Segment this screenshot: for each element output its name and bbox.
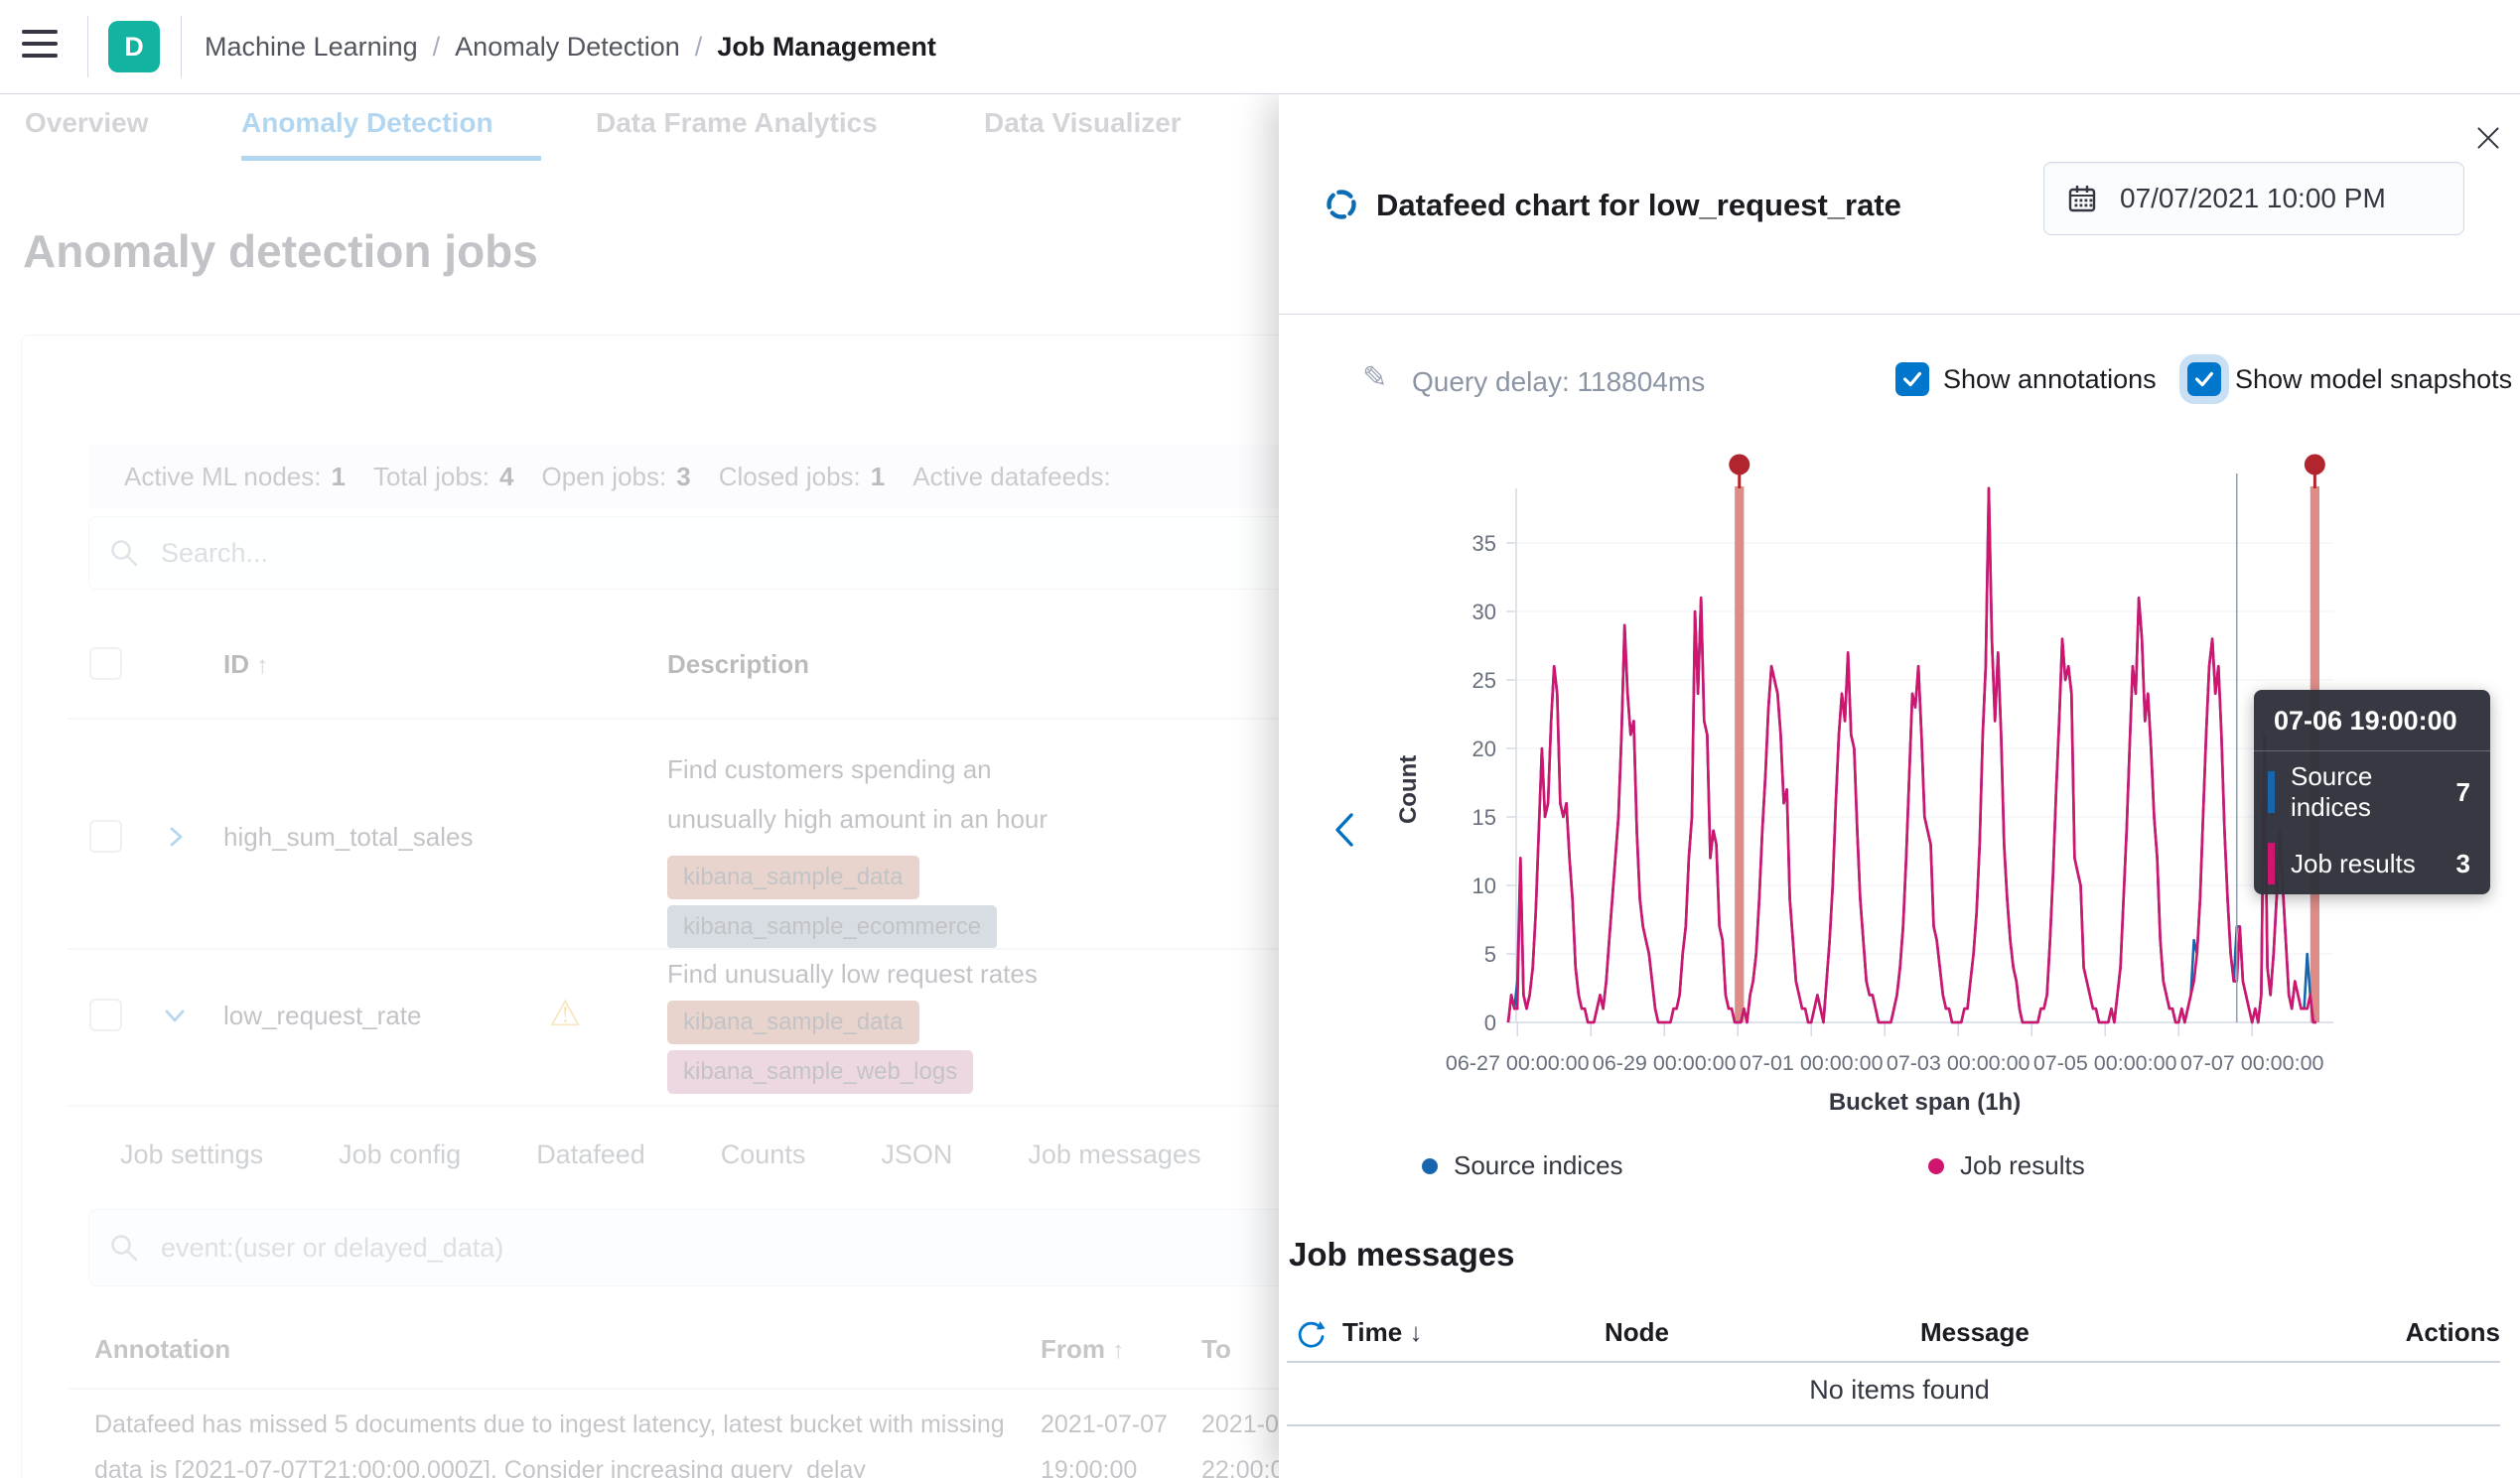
checkbox-show-annotations[interactable]: Show annotations (1895, 362, 2157, 396)
svg-text:35: 35 (1472, 531, 1496, 556)
svg-text:Bucket span (1h): Bucket span (1h) (1829, 1089, 2021, 1116)
svg-text:0: 0 (1484, 1010, 1496, 1035)
breadcrumb-item[interactable]: Job Management (717, 31, 936, 62)
svg-text:10: 10 (1472, 873, 1496, 898)
breadcrumb: Machine Learning / Anomaly Detection / Job M… (205, 0, 936, 93)
checkbox-label: Show model snapshots (2235, 363, 2513, 394)
app-header: D Machine Learning / Anomaly Detection / Job… (0, 0, 2520, 94)
svg-text:20: 20 (1472, 737, 1496, 761)
tooltip-row: Job results 3 (2254, 833, 2490, 894)
header-separator (181, 16, 182, 77)
checkbox-box[interactable] (2187, 362, 2221, 396)
svg-text:07-03 00:00:00: 07-03 00:00:00 (1887, 1051, 2030, 1075)
close-icon[interactable] (2470, 120, 2506, 156)
datepicker-field[interactable]: 07/07/2021 10:00 PM (2043, 162, 2464, 235)
legend-dot (1422, 1157, 1438, 1174)
chart-tooltip: 07-06 19:00:00 Source indices 7 Job result… (2254, 690, 2490, 894)
svg-text:06-27 00:00:00: 06-27 00:00:00 (1446, 1051, 1590, 1075)
calendar-icon (2068, 186, 2096, 212)
datafeed-chart[interactable]: 0 5 10 15 20 25 30 35 06-27 00:00:00 06-29 00:00:… (1390, 437, 2393, 1132)
tooltip-title: 07-06 19:00:00 (2254, 690, 2490, 751)
svg-text:06-29 00:00:00: 06-29 00:00:00 (1593, 1051, 1737, 1075)
svg-text:25: 25 (1472, 668, 1496, 693)
datafeed-chart-flyout: Datafeed chart for low_request_rate 07/0… (1279, 94, 2520, 1478)
sort-desc-icon: ↓ (1409, 1317, 1423, 1347)
chevron-left-icon[interactable] (1327, 807, 1364, 853)
column-header-time[interactable]: Time ↓ (1342, 1317, 1423, 1347)
tooltip-row: Source indices 7 (2254, 751, 2490, 833)
menu-icon[interactable] (22, 30, 58, 58)
series-color-bar (2268, 771, 2275, 813)
column-header-actions: Actions (2405, 1317, 2500, 1347)
refresh-icon[interactable] (1295, 1319, 1327, 1351)
breadcrumb-separator: / (432, 31, 441, 62)
table-divider (1287, 1424, 2500, 1426)
column-header-node[interactable]: Node (1605, 1317, 1669, 1347)
checkbox-label: Show annotations (1943, 363, 2157, 394)
flyout-header-divider (1279, 314, 2520, 315)
query-delay-text: Query delay: 118804ms (1412, 366, 1706, 397)
breadcrumb-item[interactable]: Machine Learning (205, 31, 418, 62)
datepicker-value: 07/07/2021 10:00 PM (2120, 183, 2386, 213)
datafeed-icon (1327, 190, 1356, 219)
svg-text:30: 30 (1472, 600, 1496, 624)
edit-pencil-icon[interactable]: ✎ (1362, 361, 1388, 394)
svg-text:Count: Count (1395, 755, 1422, 824)
legend-item[interactable]: Source indices (1422, 1150, 1623, 1181)
empty-table-message: No items found (1809, 1375, 1990, 1405)
header-separator (87, 16, 88, 77)
svg-text:15: 15 (1472, 805, 1496, 830)
legend-dot (1928, 1157, 1944, 1174)
column-header-message[interactable]: Message (1920, 1317, 2030, 1347)
flyout-title: Datafeed chart for low_request_rate (1376, 188, 1901, 222)
checkbox-show-model-snapshots[interactable]: Show model snapshots (2187, 362, 2512, 396)
svg-text:07-07 00:00:00: 07-07 00:00:00 (2180, 1051, 2324, 1075)
svg-text:07-05 00:00:00: 07-05 00:00:00 (2033, 1051, 2177, 1075)
legend-item[interactable]: Job results (1928, 1150, 2085, 1181)
table-divider (1287, 1361, 2500, 1363)
svg-text:07-01 00:00:00: 07-01 00:00:00 (1740, 1051, 1884, 1075)
series-color-bar (2268, 843, 2275, 884)
breadcrumb-item[interactable]: Anomaly Detection (455, 31, 680, 62)
checkbox-box[interactable] (1895, 362, 1929, 396)
job-messages-heading: Job messages (1289, 1236, 1515, 1273)
breadcrumb-separator: / (694, 31, 703, 62)
space-avatar[interactable]: D (108, 21, 160, 72)
svg-text:5: 5 (1484, 942, 1496, 967)
